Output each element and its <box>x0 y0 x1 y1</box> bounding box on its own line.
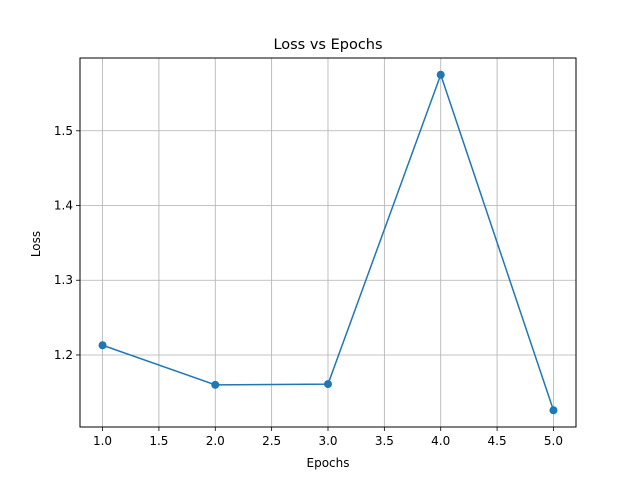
chart-title: Loss vs Epochs <box>273 37 382 53</box>
y-axis-label: Loss <box>29 231 43 257</box>
x-tick-label: 2.0 <box>206 434 225 448</box>
data-point <box>98 341 107 350</box>
y-axis-ticks: 1.2 1.3 1.4 1.5 <box>54 124 80 362</box>
x-tick-label: 1.0 <box>93 434 112 448</box>
plot-area-frame <box>79 57 577 428</box>
y-tick-label: 1.4 <box>54 199 73 213</box>
x-axis-label: Epochs <box>307 456 350 470</box>
x-axis-ticks: 1.0 1.5 2.0 2.5 3.0 3.5 4.0 4.5 5.0 <box>93 427 563 448</box>
data-point <box>324 380 332 389</box>
x-tick-label: 1.5 <box>149 434 168 448</box>
y-tick-label: 1.5 <box>54 124 73 138</box>
x-tick-label: 4.0 <box>431 434 450 448</box>
data-point <box>436 70 445 79</box>
loss-data-points <box>98 70 558 415</box>
x-tick-label: 5.0 <box>544 434 563 448</box>
x-tick-label: 3.0 <box>318 434 337 448</box>
x-tick-label: 2.5 <box>262 434 281 448</box>
y-tick-label: 1.2 <box>54 348 73 362</box>
data-point <box>211 380 220 389</box>
x-tick-label: 4.5 <box>488 434 507 448</box>
grid-lines <box>80 58 576 427</box>
data-point <box>549 406 558 415</box>
x-tick-label: 3.5 <box>375 434 394 448</box>
y-tick-label: 1.3 <box>54 273 73 287</box>
